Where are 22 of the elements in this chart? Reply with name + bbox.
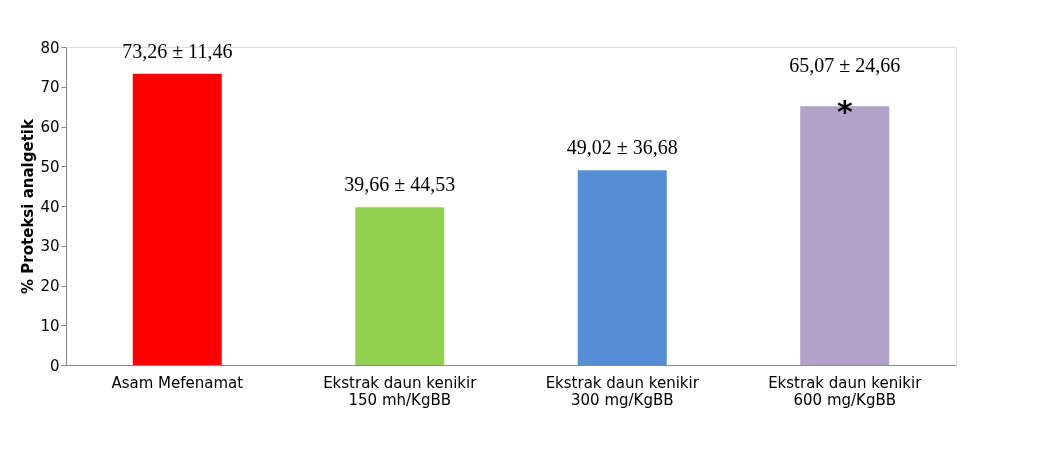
bar <box>132 73 222 365</box>
x-tick-label: Ekstrak daun kenikir 600 mg/KgBB <box>768 373 923 409</box>
y-tick-label: 20 <box>40 277 60 295</box>
data-label: 49,02 ± 36,68 <box>566 136 678 159</box>
y-tick-label: 70 <box>40 78 60 97</box>
y-tick-label: 80 <box>40 38 60 57</box>
data-label: 65,07 ± 24,66 <box>789 54 901 77</box>
data-label: 73,26 ± 11,46 <box>122 39 233 62</box>
x-tick-label: Ekstrak daun kenikir 150 mh/KgBB <box>323 373 478 409</box>
x-tick-label: Asam Mefenamat <box>111 373 244 392</box>
bar <box>355 207 445 365</box>
annotation: * <box>836 94 853 130</box>
y-tick-label: 30 <box>40 237 60 256</box>
y-tick-label: 50 <box>40 157 60 176</box>
bar <box>577 170 667 365</box>
y-tick-label: 0 <box>49 356 60 375</box>
y-tick-label: 60 <box>40 118 60 136</box>
x-tick-label: Ekstrak daun kenikir 300 mg/KgBB <box>545 373 700 409</box>
y-tick-label: 40 <box>40 197 60 216</box>
y-axis-title: % Proteksi analgetik <box>19 118 38 294</box>
data-label: 39,66 ± 44,53 <box>344 173 456 196</box>
y-tick-label: 10 <box>40 316 60 335</box>
